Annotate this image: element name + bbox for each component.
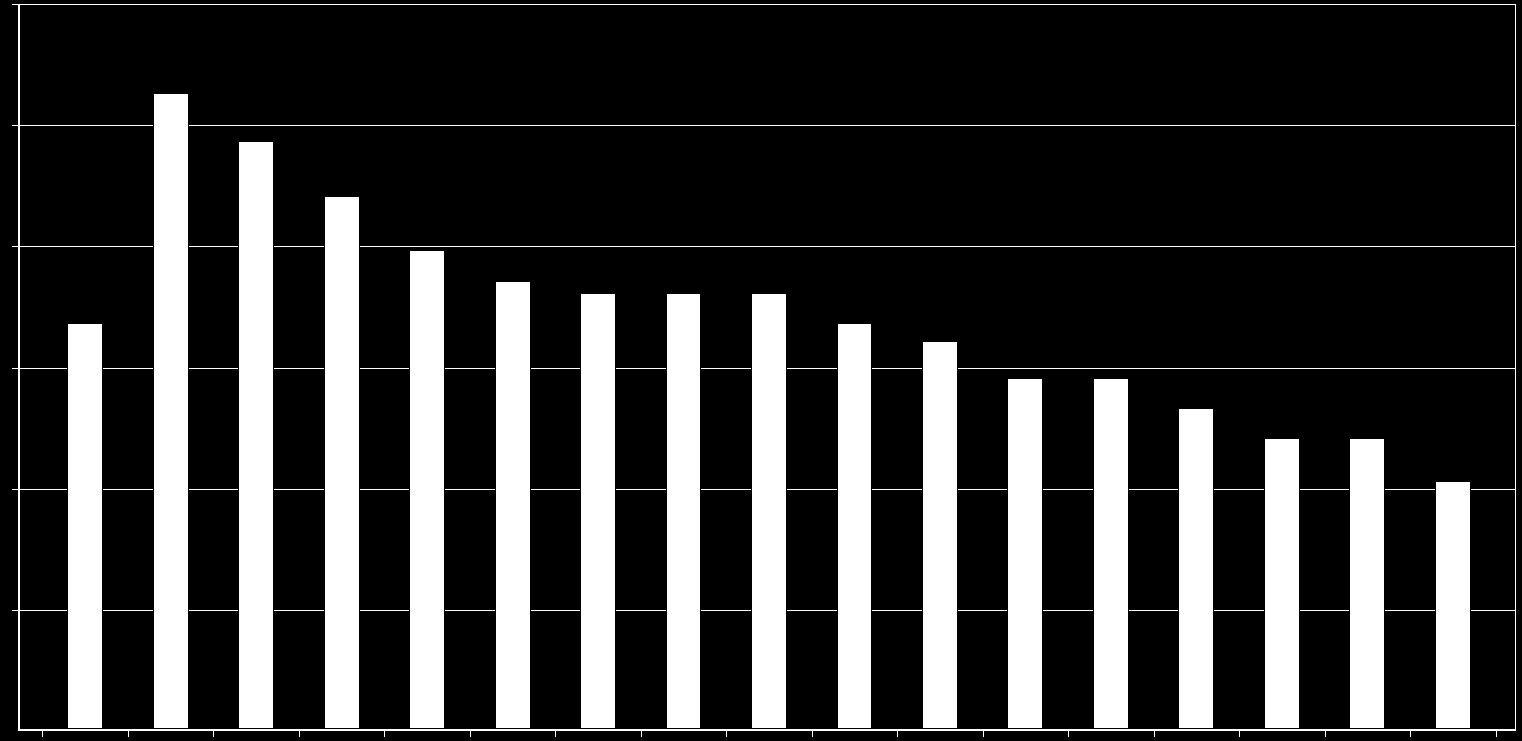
x-tick	[1410, 729, 1411, 737]
x-tick	[299, 729, 300, 737]
bar-chart	[0, 0, 1522, 741]
x-tick	[470, 729, 471, 737]
x-tick	[983, 729, 984, 737]
y-tick	[12, 368, 20, 369]
x-tick	[42, 729, 43, 737]
y-tick	[12, 489, 20, 490]
plot-area	[18, 4, 1516, 731]
x-tick	[1239, 729, 1240, 737]
bar	[922, 341, 958, 729]
bar	[238, 141, 274, 729]
bar	[1093, 378, 1129, 729]
bar	[1349, 438, 1385, 729]
bar	[666, 293, 702, 729]
x-tick	[384, 729, 385, 737]
bar	[324, 196, 360, 729]
bar	[409, 250, 445, 729]
x-tick	[1496, 729, 1497, 737]
bar	[67, 323, 103, 729]
x-tick	[897, 729, 898, 737]
y-tick	[12, 125, 20, 126]
x-tick	[555, 729, 556, 737]
bar	[495, 281, 531, 729]
bar	[837, 323, 873, 729]
gridline	[20, 4, 1515, 5]
bar	[751, 293, 787, 729]
bar	[1264, 438, 1300, 729]
x-tick	[812, 729, 813, 737]
x-tick	[641, 729, 642, 737]
x-tick	[213, 729, 214, 737]
gridline	[20, 125, 1515, 126]
bar	[1178, 408, 1214, 729]
x-tick	[726, 729, 727, 737]
x-tick	[1068, 729, 1069, 737]
bar	[580, 293, 616, 729]
bar	[1007, 378, 1043, 729]
y-tick	[12, 4, 20, 5]
bar	[153, 93, 189, 729]
x-tick	[1154, 729, 1155, 737]
y-tick	[12, 610, 20, 611]
x-tick	[128, 729, 129, 737]
x-tick	[1325, 729, 1326, 737]
bar	[1435, 481, 1471, 729]
y-tick	[12, 246, 20, 247]
